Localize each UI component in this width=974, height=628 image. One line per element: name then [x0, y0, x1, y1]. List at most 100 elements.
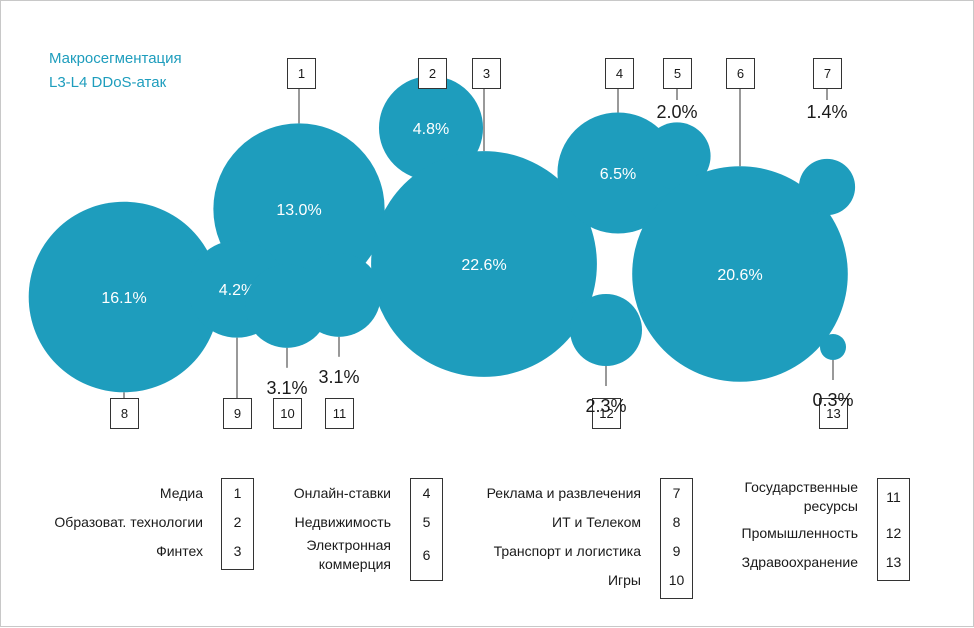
- bubble-group-6: 6 20.6%: [632, 58, 848, 382]
- number-box-10: [273, 398, 302, 429]
- chart-title-line1: Макросегментация: [49, 50, 182, 67]
- legend-number-2: 2: [234, 514, 242, 530]
- number-box-3: [472, 58, 501, 89]
- bubble-group-12: 122.3%: [569, 293, 643, 429]
- legend-label-6: Электронная: [306, 537, 391, 553]
- legend-label-12: Промышленность: [742, 525, 858, 541]
- number-box-label-7: 7: [824, 66, 831, 81]
- bubble-group-5: 5 2.0%: [643, 58, 711, 190]
- bubble-13: [819, 333, 847, 361]
- number-box-12: [592, 398, 621, 429]
- bubble-group-3: 3 22.6%: [371, 58, 597, 377]
- legend-label-9: Транспорт и логистика: [494, 543, 642, 559]
- legend-label-8: ИТ и Телеком: [552, 514, 641, 530]
- number-box-label-11: 11: [333, 406, 347, 421]
- legend-number-12: 12: [886, 525, 902, 541]
- bubble-group-13: 130.3%: [812, 333, 854, 429]
- number-box-label-10: 10: [280, 406, 294, 421]
- value-label-8: 16.1%: [101, 290, 146, 307]
- value-label-4: 6.5%: [600, 166, 636, 183]
- number-box-label-13: 13: [826, 406, 840, 421]
- legend-item-13: Здравоохранение 13: [742, 554, 902, 570]
- number-box-label-3: 3: [483, 66, 490, 81]
- legend-number-box-col2: [410, 478, 443, 581]
- number-box-1: [287, 58, 316, 89]
- bubble-3: [371, 151, 597, 377]
- value-label-11: 3.1%: [318, 367, 359, 387]
- bubble-2: [378, 75, 484, 181]
- legend-item-9: Транспорт и логистика 9: [494, 543, 681, 559]
- bubble-5: [643, 122, 711, 190]
- value-label-2: 4.8%: [413, 121, 449, 138]
- bubble-7: [798, 158, 856, 216]
- legend-number-3: 3: [234, 543, 242, 559]
- legend-item-11: Государственные ресурсы 11: [745, 479, 901, 514]
- legend-number-1: 1: [234, 485, 242, 501]
- value-label-1: 13.0%: [276, 202, 321, 219]
- legend-number-6: 6: [423, 547, 431, 563]
- legend-number-7: 7: [673, 485, 681, 501]
- number-box-label-4: 4: [616, 66, 623, 81]
- value-label-9: 4.2%: [219, 282, 255, 299]
- number-box-label-8: 8: [121, 406, 128, 421]
- number-box-9: [223, 398, 252, 429]
- legend-item-6: Электронная коммерция 6: [306, 537, 430, 572]
- legend-label-10: Игры: [608, 572, 641, 588]
- legend-item-2: Образоват. технологии 2: [54, 514, 241, 530]
- number-box-label-2: 2: [429, 66, 436, 81]
- legend-item-1: Медиа 1: [160, 485, 242, 501]
- legend-label-5: Недвижимость: [295, 514, 391, 530]
- legend-label-13: Здравоохранение: [742, 554, 859, 570]
- legend-label-7: Реклама и развлечения: [487, 485, 641, 501]
- number-box-8: [110, 398, 139, 429]
- bubble-12: [569, 293, 643, 367]
- legend-label-1: Медиа: [160, 485, 203, 501]
- number-box-label-1: 1: [298, 66, 305, 81]
- number-box-13: [819, 398, 848, 429]
- legend-item-8: ИТ и Телеком 8: [552, 514, 681, 530]
- legend-number-11: 11: [886, 489, 901, 505]
- number-box-6: [726, 58, 755, 89]
- legend-number-13: 13: [886, 554, 902, 570]
- number-box-4: [605, 58, 634, 89]
- number-box-label-9: 9: [234, 406, 241, 421]
- number-box-label-5: 5: [674, 66, 681, 81]
- legend-item-4: Онлайн-ставки 4: [294, 485, 431, 501]
- legend-label-3: Финтех: [156, 543, 203, 559]
- legend-label-2: Образоват. технологии: [54, 514, 203, 530]
- bubble-group-7: 7 1.4%: [798, 58, 856, 216]
- legend-label-11-line2: ресурсы: [804, 498, 858, 514]
- value-label-7: 1.4%: [806, 102, 847, 122]
- number-box-5: [663, 58, 692, 89]
- value-label-12: 2.3%: [585, 396, 626, 416]
- legend-number-10: 10: [669, 572, 685, 588]
- value-label-3: 22.6%: [461, 257, 506, 274]
- legend-number-9: 9: [673, 543, 681, 559]
- bubble-group-11: 11 3.1%: [297, 253, 381, 429]
- legend-label-4: Онлайн-ставки: [294, 485, 391, 501]
- value-label-13: 0.3%: [812, 390, 853, 410]
- number-box-label-6: 6: [737, 66, 744, 81]
- number-box-7: [813, 58, 842, 89]
- bubble-group-2: 2 4.8%: [378, 58, 484, 181]
- bubble-6: [632, 166, 848, 382]
- number-box-label-12: 12: [599, 406, 613, 421]
- legend-number-8: 8: [673, 514, 681, 530]
- bubble-11: [297, 253, 381, 337]
- legend-number-box-col3: [660, 478, 693, 599]
- legend-label-11: Государственные: [745, 479, 859, 495]
- legend-number-4: 4: [423, 485, 431, 501]
- legend-item-5: Недвижимость 5: [295, 514, 431, 530]
- bubble-8: [28, 201, 220, 393]
- bubble-group-8: 8 16.1%: [28, 201, 220, 429]
- legend-label-6-line2: коммерция: [319, 556, 391, 572]
- value-label-5: 2.0%: [656, 102, 697, 122]
- chart-title-line2: L3-L4 DDoS-атак: [49, 74, 167, 91]
- legend-item-7: Реклама и развлечения 7: [487, 485, 681, 501]
- legend-number-box-col1: [221, 478, 254, 570]
- legend-number-5: 5: [423, 514, 431, 530]
- legend-number-box-col4: [877, 478, 910, 581]
- value-label-10: 3.1%: [266, 378, 307, 398]
